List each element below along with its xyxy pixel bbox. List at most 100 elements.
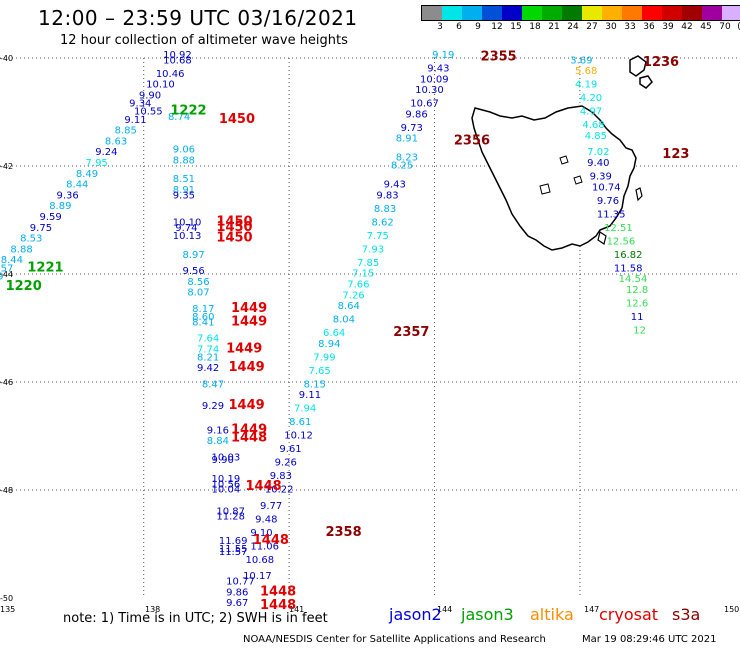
scale-label: 27 xyxy=(586,22,598,32)
color-scale-bar xyxy=(421,5,740,21)
wave-height-label: 9.10 xyxy=(250,528,272,539)
pass-time-label: 1222 xyxy=(170,104,206,119)
legend-jason3: jason3 xyxy=(461,605,514,624)
wave-height-label: 12 xyxy=(633,325,646,336)
inland-lake-3 xyxy=(573,175,583,185)
island-flinders xyxy=(639,75,653,89)
wave-height-label: 8.49 xyxy=(76,169,98,180)
wave-height-label: 8.21 xyxy=(197,352,219,363)
wave-height-label: 9.43 xyxy=(384,180,406,191)
wave-height-label: 9.35 xyxy=(173,190,195,201)
wave-height-label: 10.30 xyxy=(415,85,444,96)
wave-height-label: 9.24 xyxy=(95,147,117,158)
scale-label: (ft) xyxy=(737,22,740,32)
wave-height-label: 10.10 xyxy=(173,217,202,228)
wave-height-label: 4.19 xyxy=(575,80,597,91)
scale-label: 42 xyxy=(681,22,693,32)
wave-height-label: 8.91 xyxy=(173,185,195,196)
wave-height-label: 9.74 xyxy=(175,223,197,234)
latitude-label: -44 xyxy=(0,270,13,279)
wave-height-label: 7.75 xyxy=(367,231,389,242)
wave-height-label: 4.85 xyxy=(585,131,607,142)
pass-time-label: 2355 xyxy=(481,50,517,65)
wave-height-label: 11.57 xyxy=(219,547,248,558)
scale-swatch xyxy=(582,6,602,20)
scale-swatch xyxy=(542,6,562,20)
wave-height-label: 9.90 xyxy=(139,91,161,102)
scale-swatch xyxy=(502,6,522,20)
scale-label: 45 xyxy=(700,22,712,32)
wave-height-label: 16.82 xyxy=(614,250,643,261)
wave-height-label: 8.79 xyxy=(0,271,4,282)
wave-height-label: 7.66 xyxy=(347,280,369,291)
wave-height-label: 10.46 xyxy=(156,69,185,80)
wave-height-label: 9.36 xyxy=(56,190,78,201)
wave-height-label: 8.56 xyxy=(187,277,209,288)
wave-height-label: 10.09 xyxy=(420,74,449,85)
wave-height-label: 10.92 xyxy=(163,50,192,61)
wave-height-label: 9.43 xyxy=(427,64,449,75)
pass-time-label: 1448 xyxy=(245,479,281,494)
wave-height-label: 8.83 xyxy=(374,204,396,215)
scale-swatch xyxy=(682,6,702,20)
wave-height-label: 9.34 xyxy=(129,99,151,110)
pass-time-label: 2358 xyxy=(325,525,361,540)
scale-label: 33 xyxy=(624,22,636,32)
scale-label: 21 xyxy=(548,22,560,32)
wave-height-label: 7.74 xyxy=(197,344,219,355)
scale-swatch xyxy=(422,6,442,20)
pass-time-label: 2357 xyxy=(393,325,429,340)
latitude-label: -48 xyxy=(0,486,13,495)
pass-time-labels: 1222145012211220145014501450144914491449… xyxy=(6,50,690,613)
wave-height-label: 10.77 xyxy=(226,577,255,588)
wave-height-label: 10.68 xyxy=(245,555,274,566)
longitude-label: 144 xyxy=(437,605,452,614)
wave-height-label: 11.58 xyxy=(614,263,643,274)
wave-height-label: 7.99 xyxy=(313,352,335,363)
island-maria xyxy=(635,187,643,202)
wave-height-label: 9.76 xyxy=(597,196,619,207)
wave-height-label: 10.56 xyxy=(212,479,241,490)
wave-height-label: 11.06 xyxy=(250,541,279,552)
legend-jason2: jason2 xyxy=(389,605,442,624)
wave-height-label: 9.11 xyxy=(124,115,146,126)
latitude-label: -46 xyxy=(0,378,13,387)
wave-height-label: 9.77 xyxy=(260,501,282,512)
wave-height-label: 9.67 xyxy=(226,598,248,609)
wave-height-label: 9.06 xyxy=(173,145,195,156)
scale-label: 6 xyxy=(456,22,462,32)
inland-lake-1 xyxy=(559,155,569,165)
wave-height-label: 11.55 xyxy=(219,544,248,555)
scale-label: 9 xyxy=(475,22,481,32)
legend-altika: altika xyxy=(530,605,574,624)
wave-height-label: 9.75 xyxy=(30,223,52,234)
wave-height-label: 7.64 xyxy=(197,334,219,345)
page-subtitle: 12 hour collection of altimeter wave hei… xyxy=(60,33,348,48)
wave-height-label: 7.93 xyxy=(362,244,384,255)
wave-height-label: 7.02 xyxy=(587,147,609,158)
scale-swatch xyxy=(662,6,682,20)
wave-height-label: 8.62 xyxy=(372,217,394,228)
scale-swatch xyxy=(722,6,740,20)
wave-height-label: 9.29 xyxy=(202,401,224,412)
wave-height-label: 8.61 xyxy=(289,417,311,428)
scale-label: 70 xyxy=(719,22,731,32)
pass-time-label: 1450 xyxy=(216,231,252,246)
scale-label: 18 xyxy=(529,22,541,32)
wave-height-label: 8.84 xyxy=(207,436,229,447)
wave-height-label: 8.57 xyxy=(0,263,13,274)
legend-cryosat: cryosat xyxy=(599,605,659,624)
wave-height-label: 10.17 xyxy=(243,571,272,582)
wave-height-label: 8.51 xyxy=(173,174,195,185)
pass-time-label: 1448 xyxy=(231,430,267,445)
wave-height-label: 10.22 xyxy=(265,485,294,496)
pass-time-label: 1221 xyxy=(27,260,63,275)
scale-label: 39 xyxy=(662,22,674,32)
wave-height-label: 9.90 xyxy=(212,455,234,466)
wave-height-label: 8.04 xyxy=(333,315,355,326)
wave-height-label: 9.16 xyxy=(207,425,229,436)
pass-time-label: 1449 xyxy=(231,314,267,329)
wave-height-label: 7.95 xyxy=(86,158,108,169)
wave-height-label: 10.87 xyxy=(216,506,245,517)
wave-height-label: 8.25 xyxy=(391,161,413,172)
